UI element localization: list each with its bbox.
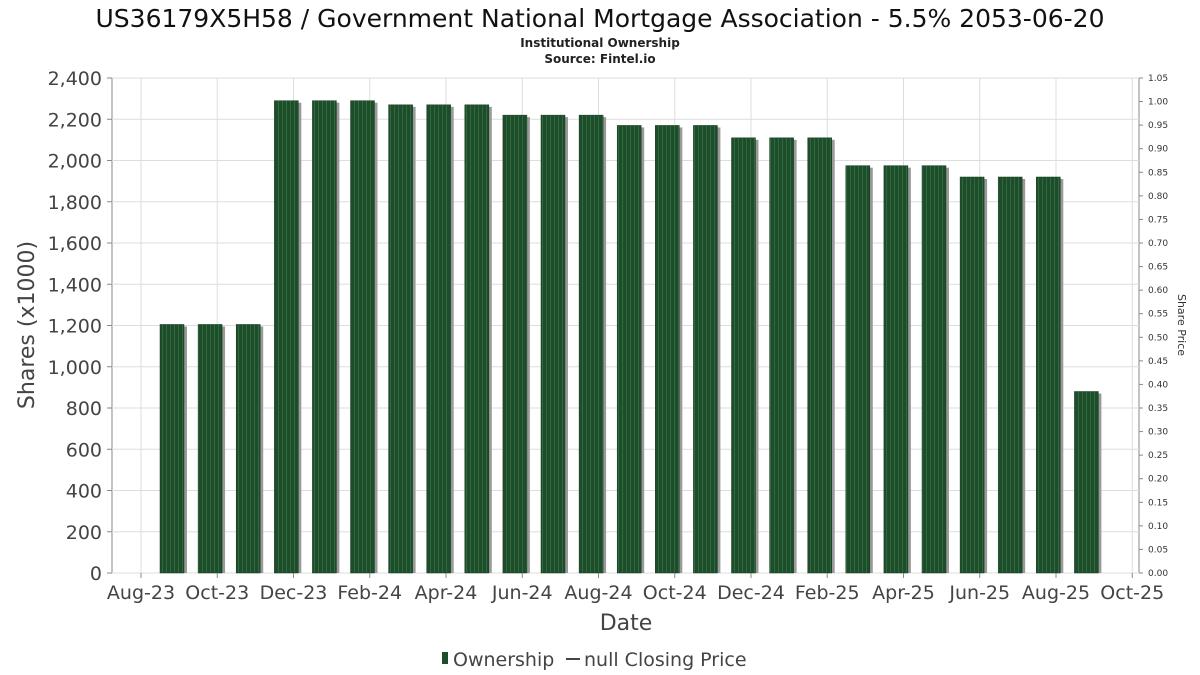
y2-tick-label: 0.15 [1148, 498, 1168, 508]
y-tick-label: 400 [66, 481, 102, 503]
y-tick-label: 1,000 [48, 357, 102, 379]
ownership-bars [159, 100, 1102, 574]
y2-tick-label: 0.90 [1148, 145, 1168, 155]
x-tick-label: Oct-24 [643, 582, 707, 604]
ownership-bar [845, 165, 871, 574]
y-tick-label: 200 [66, 522, 102, 544]
y2-tick-label: 0.20 [1148, 475, 1168, 485]
x-tick-label: Feb-24 [337, 582, 402, 604]
y-tick-label: 2,000 [48, 151, 102, 173]
ownership-bar [274, 100, 299, 574]
y2-tick-label: 0.95 [1148, 121, 1168, 131]
legend-ownership-label: Ownership [453, 649, 554, 671]
ownership-bar [693, 125, 718, 574]
ownership-bar [1074, 391, 1099, 574]
x-tick-label: Jun-24 [491, 582, 553, 604]
ownership-bar [921, 165, 947, 574]
y2-tick-label: 1.00 [1148, 98, 1168, 108]
ownership-bar [235, 324, 261, 574]
x-tick-label: Oct-25 [1100, 582, 1164, 604]
y2-tick-label: 0.80 [1148, 192, 1168, 202]
ownership-bar [426, 104, 451, 574]
ownership-bar [655, 125, 680, 574]
legend-ownership-swatch [442, 652, 448, 664]
y2-tick-label: 0.25 [1148, 451, 1168, 461]
ownership-bar [997, 176, 1023, 574]
y2-axis-ticks: 0.00 0.05 0.10 0.15 0.20 0.25 0.30 0.35 0.40 0.45… [1139, 74, 1168, 579]
ownership-bar [502, 114, 528, 574]
ownership-bar [883, 165, 909, 574]
y2-tick-label: 0.70 [1148, 239, 1168, 249]
x-tick-label: Aug-25 [1022, 582, 1090, 604]
ownership-bar [807, 137, 832, 574]
y-tick-label: 2,400 [48, 68, 102, 90]
chart-subtitle: Institutional Ownership [520, 36, 680, 50]
ownership-bar [197, 324, 223, 574]
ownership-bar [350, 100, 375, 574]
y2-tick-label: 0.10 [1148, 522, 1168, 532]
legend: Ownership null Closing Price [442, 649, 747, 671]
y-axis-ticks: 0 200 400 600 800 1,000 1,200 1,400 1,600 1,800 2,… [48, 68, 112, 585]
y2-tick-label: 0.00 [1148, 569, 1168, 579]
ownership-bar [959, 176, 985, 574]
x-tick-label: Dec-23 [260, 582, 328, 604]
y2-tick-label: 0.50 [1148, 333, 1168, 343]
ownership-bar [159, 324, 185, 574]
y2-tick-label: 0.55 [1148, 310, 1168, 320]
ownership-bar [312, 100, 337, 574]
ownership-bar [540, 114, 566, 574]
ownership-bar [731, 137, 756, 574]
x-tick-label: Oct-23 [185, 582, 249, 604]
x-tick-label: Apr-25 [872, 582, 935, 604]
chart-source: Source: Fintel.io [544, 52, 655, 66]
y-tick-label: 800 [66, 398, 102, 420]
y2-tick-label: 1.05 [1148, 74, 1168, 84]
y-axis-label: Shares (x1000) [15, 241, 40, 409]
x-tick-label: Aug-24 [564, 582, 632, 604]
ownership-bar [578, 114, 604, 574]
ownership-bar [616, 125, 642, 574]
y-tick-label: 600 [66, 439, 102, 461]
y2-tick-label: 0.30 [1148, 428, 1168, 438]
y2-tick-label: 0.05 [1148, 545, 1168, 555]
y2-axis-label: Share Price [1175, 294, 1188, 356]
y2-tick-label: 0.35 [1148, 404, 1168, 414]
x-tick-label: Apr-24 [415, 582, 478, 604]
ownership-bar [464, 104, 490, 574]
y-tick-label: 0 [90, 563, 102, 585]
y2-tick-label: 0.85 [1148, 168, 1168, 178]
x-axis-ticks: Aug-23 Oct-23 Dec-23 Feb-24 Apr-24 Jun-24 Aug-… [107, 573, 1164, 604]
y2-tick-label: 0.75 [1148, 215, 1168, 225]
x-axis-label: Date [600, 611, 653, 636]
y2-tick-label: 0.65 [1148, 263, 1168, 273]
y-tick-label: 1,400 [48, 274, 102, 296]
y-tick-label: 2,200 [48, 109, 102, 131]
x-tick-label: Aug-23 [107, 582, 175, 604]
ownership-bar [388, 104, 413, 574]
y2-tick-label: 0.60 [1148, 286, 1168, 296]
ownership-bar [769, 137, 794, 574]
x-tick-label: Dec-24 [717, 582, 785, 604]
x-tick-label: Feb-25 [795, 582, 860, 604]
y-tick-label: 1,200 [48, 316, 102, 338]
y-tick-label: 1,800 [48, 192, 102, 214]
x-tick-label: Jun-25 [948, 582, 1010, 604]
legend-price-label: null Closing Price [584, 649, 747, 671]
y2-tick-label: 0.40 [1148, 380, 1168, 390]
chart-title: US36179X5H58 / Government National Mortg… [96, 4, 1105, 33]
y2-tick-label: 0.45 [1148, 357, 1168, 367]
y-tick-label: 1,600 [48, 233, 102, 255]
ownership-bar [1036, 176, 1061, 574]
